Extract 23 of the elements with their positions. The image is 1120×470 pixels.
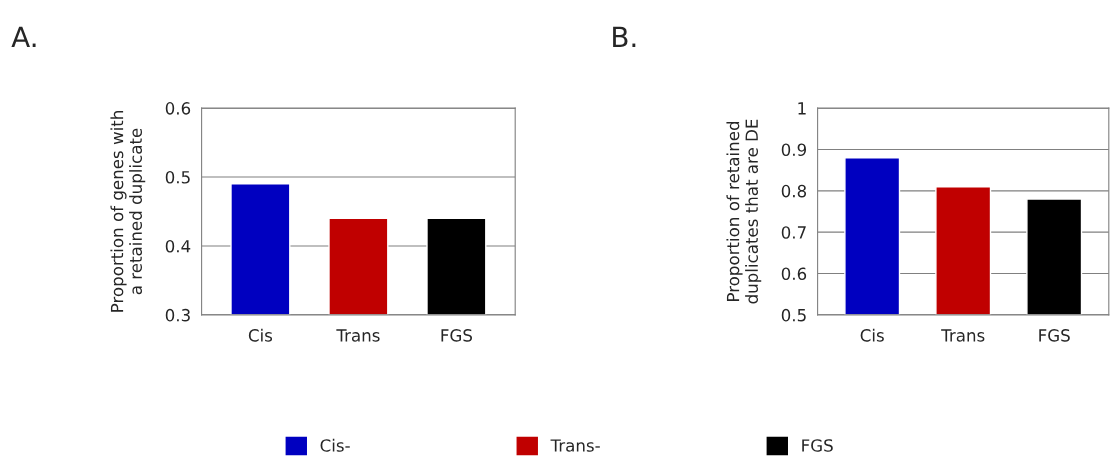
y-tick-label: 1 <box>798 102 806 115</box>
y-tick-label: 0.3 <box>165 308 190 322</box>
x-tick-label: FGS <box>441 329 473 342</box>
y-tick-label: 0.7 <box>781 226 806 239</box>
chart-title: B. <box>613 26 636 47</box>
y-axis-title: Proportion of genes with a retained duplicate <box>110 111 146 312</box>
chart-title: A. <box>11 26 36 47</box>
y-axis-title: Proportion of retained duplicates that are DE <box>726 119 762 304</box>
x-tick-label: Cis <box>860 328 884 342</box>
x-tick-label: Trans <box>941 329 985 342</box>
y-tick-label: 0.5 <box>781 308 806 322</box>
y-tick-label: 0.9 <box>781 143 807 157</box>
legend-label: Trans- <box>550 439 600 452</box>
legend-label: Cis- <box>320 438 350 452</box>
x-tick-label: Cis <box>248 328 273 342</box>
x-tick-label: FGS <box>1039 329 1070 342</box>
legend-label: FGS <box>802 439 833 452</box>
y-tick-label: 0.6 <box>781 267 807 281</box>
y-tick-label: 0.8 <box>781 184 807 198</box>
y-tick-label: 0.4 <box>165 239 191 253</box>
x-tick-label: Trans <box>336 329 380 342</box>
y-tick-label: 0.6 <box>165 102 191 115</box>
y-tick-label: 0.5 <box>165 171 190 184</box>
